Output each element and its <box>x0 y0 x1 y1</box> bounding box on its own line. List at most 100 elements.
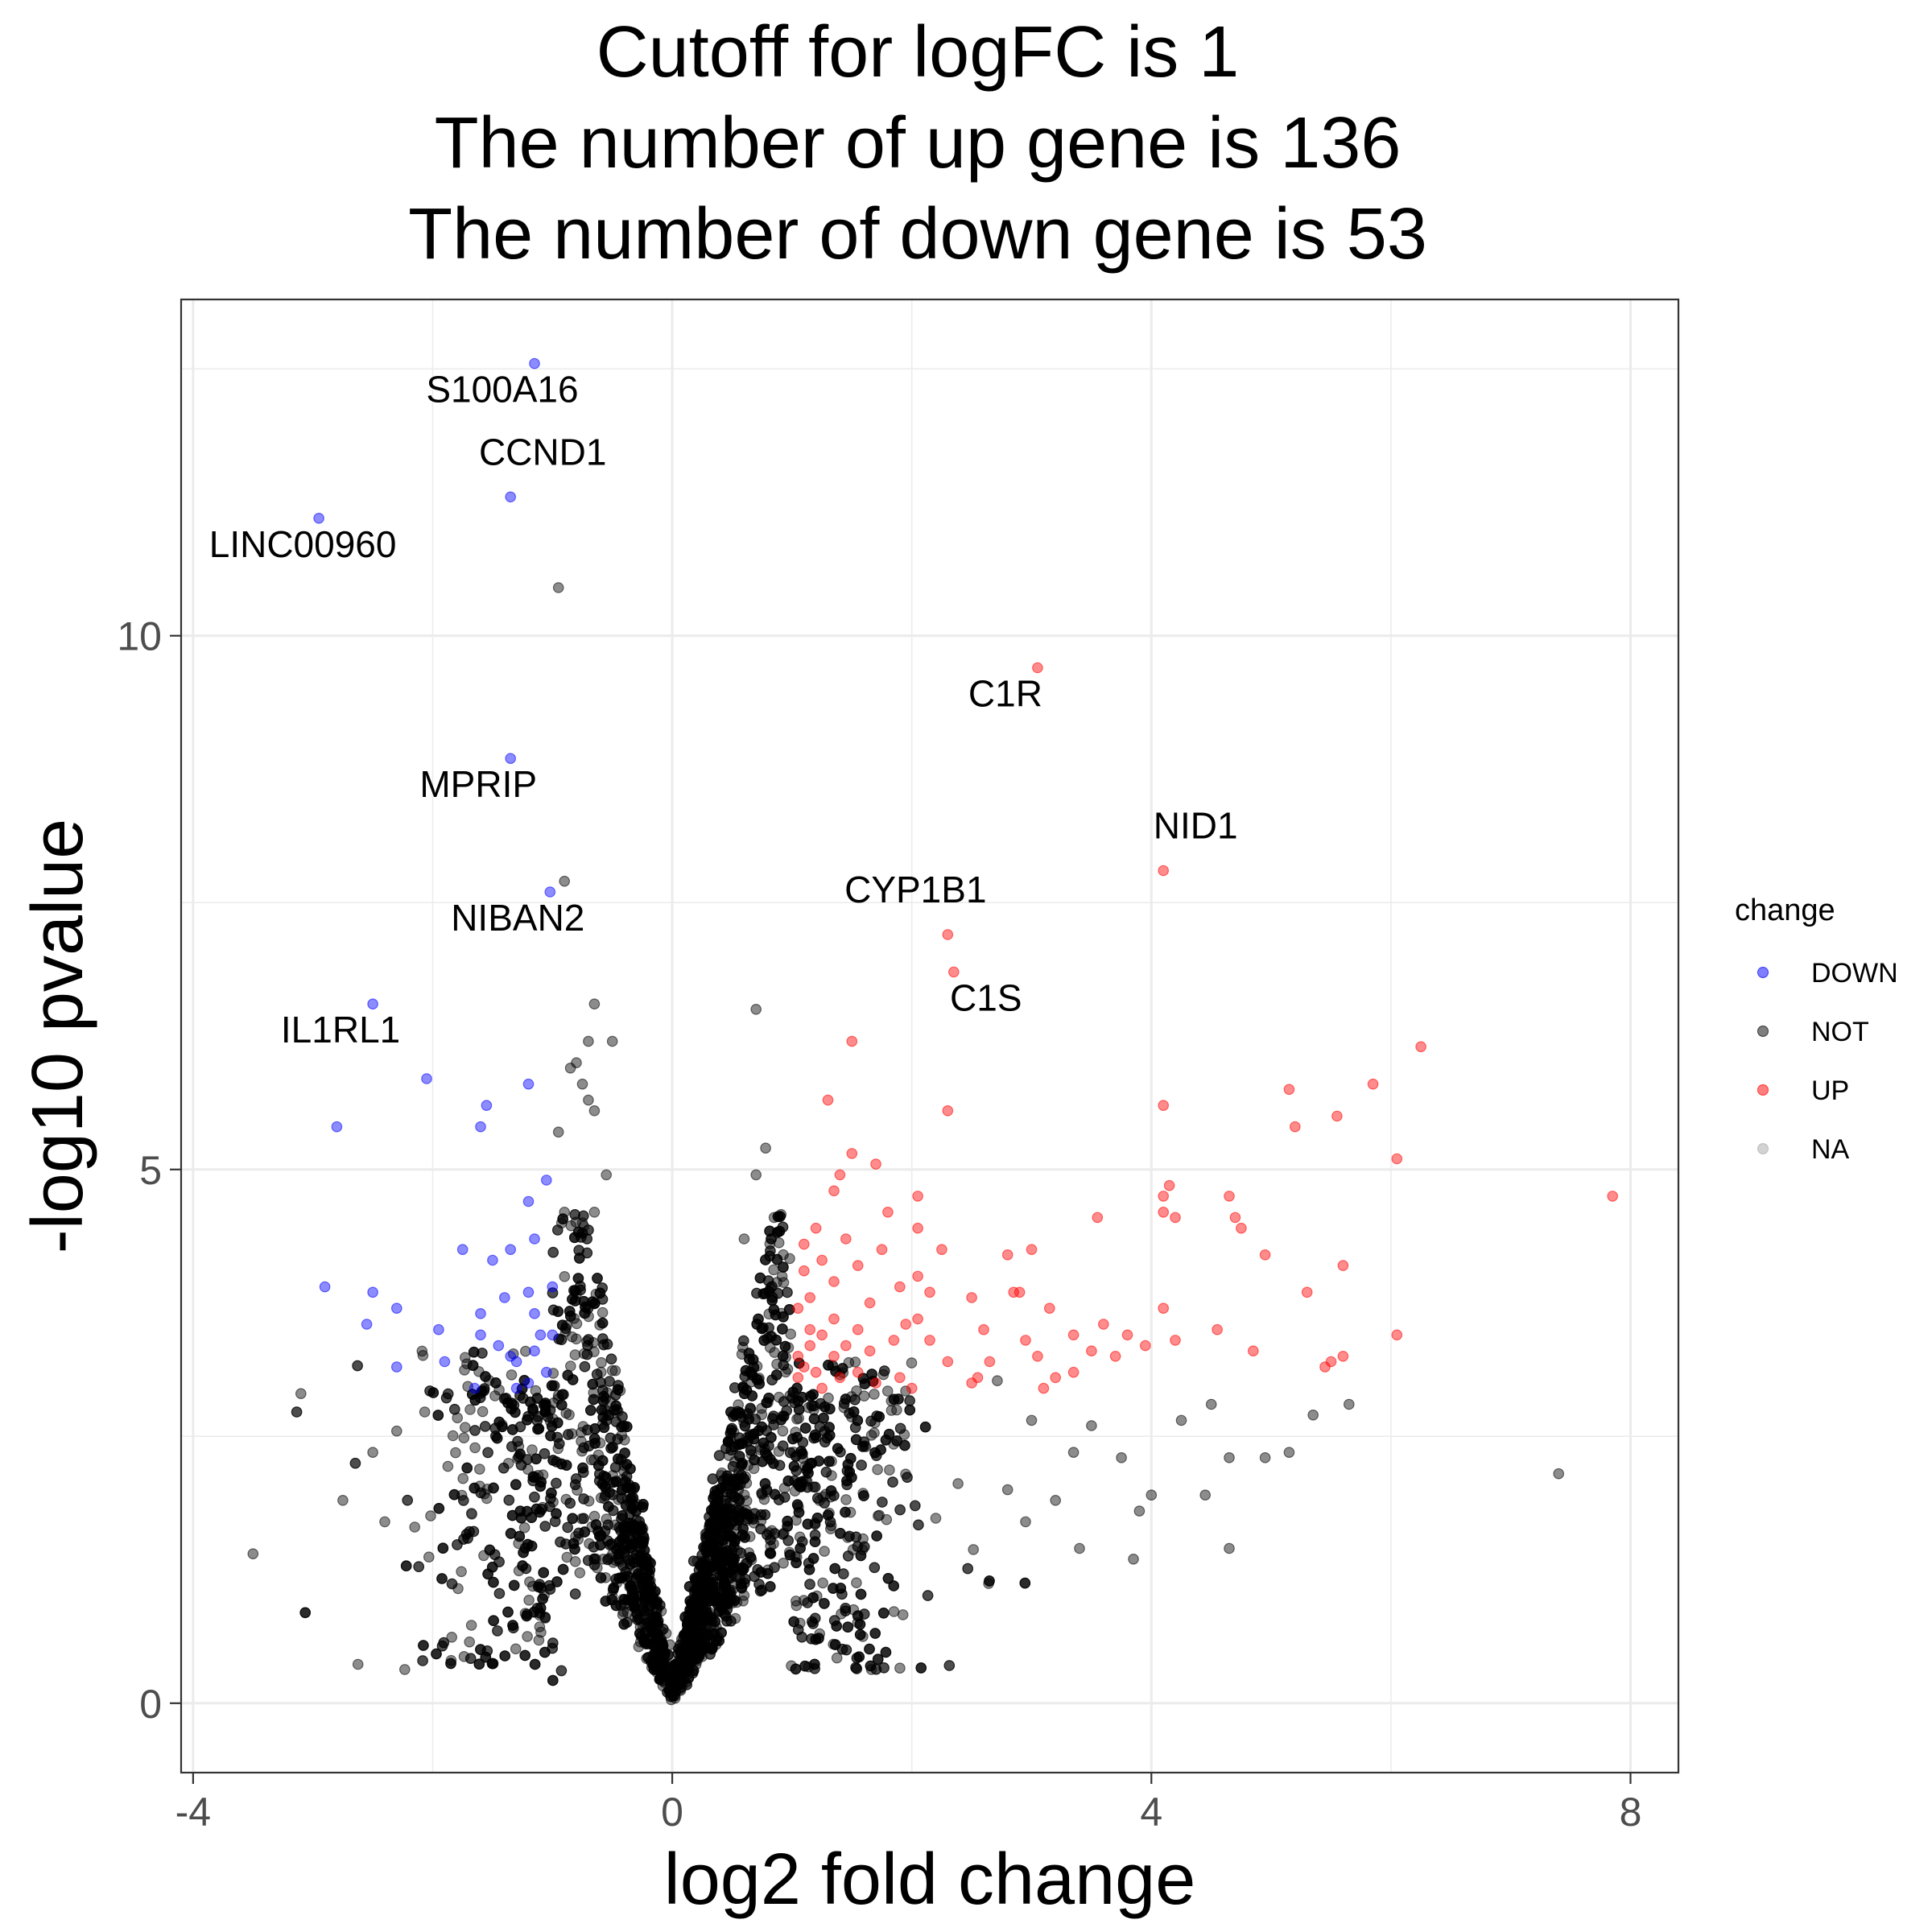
point-up <box>900 1319 911 1330</box>
point-up <box>828 1351 840 1362</box>
gene-label-niban2: NIBAN2 <box>451 897 584 939</box>
point-up <box>1067 1366 1080 1378</box>
point-not <box>700 1609 711 1621</box>
point-not <box>604 1487 615 1498</box>
y-tick-label: 10 <box>117 614 162 659</box>
point-up <box>1158 1191 1169 1202</box>
point-not <box>700 1638 712 1650</box>
point-not <box>737 1562 748 1574</box>
point-not <box>588 1510 601 1522</box>
point-not <box>499 1650 510 1662</box>
point-not <box>656 1669 667 1681</box>
point-up <box>924 1286 935 1298</box>
point-up <box>924 1335 935 1346</box>
point-not <box>409 1521 420 1533</box>
point-not <box>594 1287 606 1299</box>
point-not <box>751 1319 762 1330</box>
point-not <box>604 1376 615 1387</box>
point-not <box>578 1513 589 1525</box>
point-not <box>457 1495 469 1506</box>
point-not <box>400 1560 412 1571</box>
point-not <box>829 1639 841 1650</box>
point-up <box>912 1191 923 1202</box>
point-not <box>555 1399 568 1411</box>
point-not <box>763 1286 775 1297</box>
point-up <box>1050 1372 1061 1384</box>
point-not <box>562 1521 573 1534</box>
point-not <box>539 1397 551 1409</box>
point-up <box>1248 1345 1259 1356</box>
point-not <box>522 1414 533 1426</box>
point-not <box>466 1509 477 1520</box>
point-not <box>777 1350 789 1362</box>
point-not <box>872 1653 884 1665</box>
point-not <box>685 1653 697 1666</box>
point-not <box>551 1576 563 1587</box>
point-not <box>530 1453 542 1465</box>
point-not <box>642 1616 654 1629</box>
point-not <box>760 1142 771 1154</box>
point-not <box>551 1508 562 1520</box>
point-not <box>650 1597 663 1608</box>
point-not <box>519 1345 531 1357</box>
legend-key-down <box>1757 966 1769 979</box>
point-up <box>1290 1121 1301 1133</box>
point-not <box>840 1605 852 1616</box>
point-not <box>756 1488 767 1499</box>
point-not <box>440 1392 452 1404</box>
point-not <box>448 1488 460 1501</box>
point-not <box>616 1421 627 1433</box>
point-not <box>537 1593 548 1604</box>
point-up <box>1026 1244 1038 1255</box>
point-not <box>764 1547 776 1558</box>
point-up <box>816 1254 828 1266</box>
point-up <box>816 1382 828 1394</box>
point-not <box>748 1463 760 1475</box>
point-not <box>607 1442 618 1453</box>
point-not <box>413 1561 424 1572</box>
point-not <box>785 1328 796 1340</box>
point-not <box>519 1649 530 1662</box>
point-not <box>782 1521 793 1532</box>
point-not <box>761 1397 772 1409</box>
point-down <box>544 886 556 898</box>
point-not <box>505 1528 517 1539</box>
point-not <box>840 1506 851 1518</box>
point-not <box>684 1604 696 1616</box>
point-up <box>1319 1361 1331 1373</box>
point-not <box>817 1577 828 1589</box>
point-not <box>962 1563 973 1575</box>
point-not <box>754 1585 766 1597</box>
point-not <box>1259 1452 1271 1463</box>
point-not <box>576 1078 588 1090</box>
point-not <box>832 1443 844 1455</box>
title-line-3: The number of down gene is 53 <box>408 194 1427 275</box>
point-not <box>773 1446 785 1457</box>
point-not <box>416 1345 428 1357</box>
point-up <box>798 1265 810 1277</box>
point-not <box>569 1209 580 1220</box>
point-not <box>826 1470 837 1481</box>
point-not <box>788 1460 800 1472</box>
point-not <box>535 1480 547 1492</box>
legend-title: change <box>1735 894 1835 927</box>
point-not <box>547 1455 559 1466</box>
x-axis-title: log2 fold change <box>664 1839 1196 1920</box>
point-not <box>469 1442 481 1454</box>
point-not <box>736 1459 747 1471</box>
point-not <box>679 1629 691 1640</box>
point-not <box>984 1575 995 1587</box>
point-not <box>547 1246 559 1258</box>
point-not <box>968 1544 979 1555</box>
point-not <box>754 1272 766 1284</box>
point-not <box>871 1530 882 1542</box>
point-not <box>893 1393 904 1405</box>
point-not <box>734 1407 745 1418</box>
point-not <box>739 1420 751 1432</box>
point-not <box>417 1655 428 1666</box>
point-not <box>639 1594 650 1605</box>
point-not <box>869 1447 881 1459</box>
point-up <box>1158 1100 1169 1111</box>
point-up <box>828 1313 840 1325</box>
point-up <box>1098 1319 1109 1330</box>
